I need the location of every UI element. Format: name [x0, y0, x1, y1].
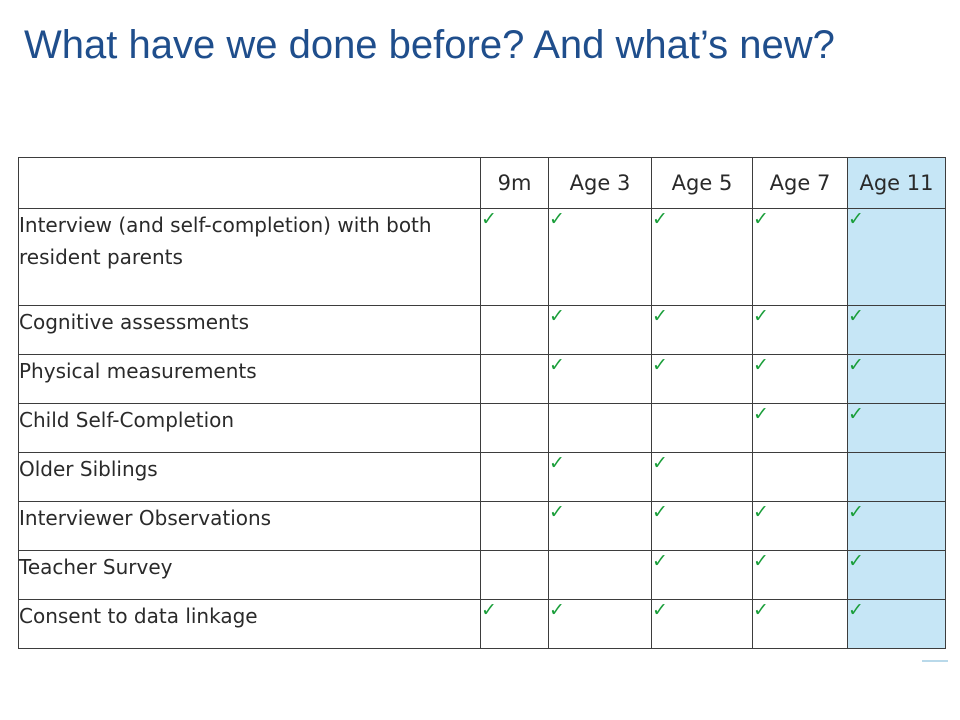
check-icon: ✓ [652, 599, 668, 621]
column-header-9m: 9m [480, 157, 549, 209]
check-cell: ✓ [847, 403, 946, 453]
check-icon: ✓ [652, 305, 668, 327]
check-cell: ✓ [847, 550, 946, 600]
check-cell: ✓ [752, 501, 848, 551]
check-cell: ✓ [847, 208, 946, 306]
check-icon: ✓ [848, 403, 864, 425]
check-cell: ✓ [752, 403, 848, 453]
table-row: Teacher Survey ✓ ✓ ✓ [18, 550, 946, 600]
check-cell [651, 403, 753, 453]
check-cell: ✓ [548, 452, 652, 502]
survey-components-table: 9m Age 3 Age 5 Age 7 Age 11 Interview (a… [18, 157, 946, 649]
check-cell [480, 354, 549, 404]
check-icon: ✓ [549, 208, 565, 230]
check-cell: ✓ [548, 354, 652, 404]
check-cell [480, 501, 549, 551]
table-row: Cognitive assessments ✓ ✓ ✓ ✓ [18, 305, 946, 355]
row-label: Interview (and self-completion) with bot… [18, 208, 481, 306]
slide-title: What have we done before? And what’s new… [24, 23, 835, 67]
check-cell: ✓ [548, 599, 652, 649]
check-cell [480, 550, 549, 600]
check-icon: ✓ [848, 208, 864, 230]
check-icon: ✓ [549, 501, 565, 523]
table-row: Older Siblings ✓ ✓ [18, 452, 946, 502]
check-icon: ✓ [753, 403, 769, 425]
check-cell: ✓ [651, 305, 753, 355]
row-label: Child Self-Completion [18, 403, 481, 453]
check-icon: ✓ [549, 452, 565, 474]
check-cell: ✓ [847, 501, 946, 551]
check-cell: ✓ [480, 208, 549, 306]
check-icon: ✓ [848, 599, 864, 621]
check-cell: ✓ [548, 208, 652, 306]
check-cell: ✓ [651, 452, 753, 502]
check-icon: ✓ [848, 354, 864, 376]
row-label: Teacher Survey [18, 550, 481, 600]
row-label: Consent to data linkage [18, 599, 481, 649]
check-cell: ✓ [548, 305, 652, 355]
check-icon: ✓ [549, 305, 565, 327]
check-icon: ✓ [848, 550, 864, 572]
table-row: Interviewer Observations ✓ ✓ ✓ ✓ [18, 501, 946, 551]
decorative-line [922, 660, 948, 662]
check-cell: ✓ [548, 501, 652, 551]
check-icon: ✓ [652, 550, 668, 572]
column-header-age-5: Age 5 [651, 157, 753, 209]
check-cell [480, 305, 549, 355]
row-label: Interviewer Observations [18, 501, 481, 551]
check-icon: ✓ [753, 208, 769, 230]
table-row: Interview (and self-completion) with bot… [18, 208, 946, 306]
check-cell: ✓ [651, 550, 753, 600]
check-icon: ✓ [652, 354, 668, 376]
check-cell: ✓ [847, 599, 946, 649]
check-cell: ✓ [752, 305, 848, 355]
check-cell [752, 452, 848, 502]
check-icon: ✓ [652, 208, 668, 230]
table-row: Physical measurements ✓ ✓ ✓ ✓ [18, 354, 946, 404]
check-icon: ✓ [753, 599, 769, 621]
check-cell: ✓ [651, 599, 753, 649]
table-header-row: 9m Age 3 Age 5 Age 7 Age 11 [18, 157, 946, 209]
row-label: Cognitive assessments [18, 305, 481, 355]
check-cell: ✓ [651, 208, 753, 306]
check-cell [847, 452, 946, 502]
check-cell [548, 403, 652, 453]
check-icon: ✓ [753, 501, 769, 523]
check-cell: ✓ [480, 599, 549, 649]
check-icon: ✓ [753, 550, 769, 572]
check-cell [480, 452, 549, 502]
check-cell: ✓ [752, 354, 848, 404]
check-cell: ✓ [847, 354, 946, 404]
check-cell: ✓ [651, 501, 753, 551]
check-cell [548, 550, 652, 600]
row-label: Physical measurements [18, 354, 481, 404]
column-header-age-7: Age 7 [752, 157, 848, 209]
column-header-age-3: Age 3 [548, 157, 652, 209]
check-icon: ✓ [848, 305, 864, 327]
check-cell [480, 403, 549, 453]
check-cell: ✓ [847, 305, 946, 355]
column-header-age-11: Age 11 [847, 157, 946, 209]
check-icon: ✓ [549, 599, 565, 621]
table-row: Child Self-Completion ✓ ✓ [18, 403, 946, 453]
check-icon: ✓ [753, 354, 769, 376]
check-icon: ✓ [481, 208, 497, 230]
check-icon: ✓ [549, 354, 565, 376]
header-corner-cell [18, 157, 481, 209]
check-cell: ✓ [651, 354, 753, 404]
row-label: Older Siblings [18, 452, 481, 502]
check-cell: ✓ [752, 550, 848, 600]
check-icon: ✓ [848, 501, 864, 523]
check-icon: ✓ [652, 452, 668, 474]
check-icon: ✓ [652, 501, 668, 523]
table-row: Consent to data linkage ✓ ✓ ✓ ✓ ✓ [18, 599, 946, 649]
check-icon: ✓ [753, 305, 769, 327]
check-cell: ✓ [752, 599, 848, 649]
check-icon: ✓ [481, 599, 497, 621]
check-cell: ✓ [752, 208, 848, 306]
